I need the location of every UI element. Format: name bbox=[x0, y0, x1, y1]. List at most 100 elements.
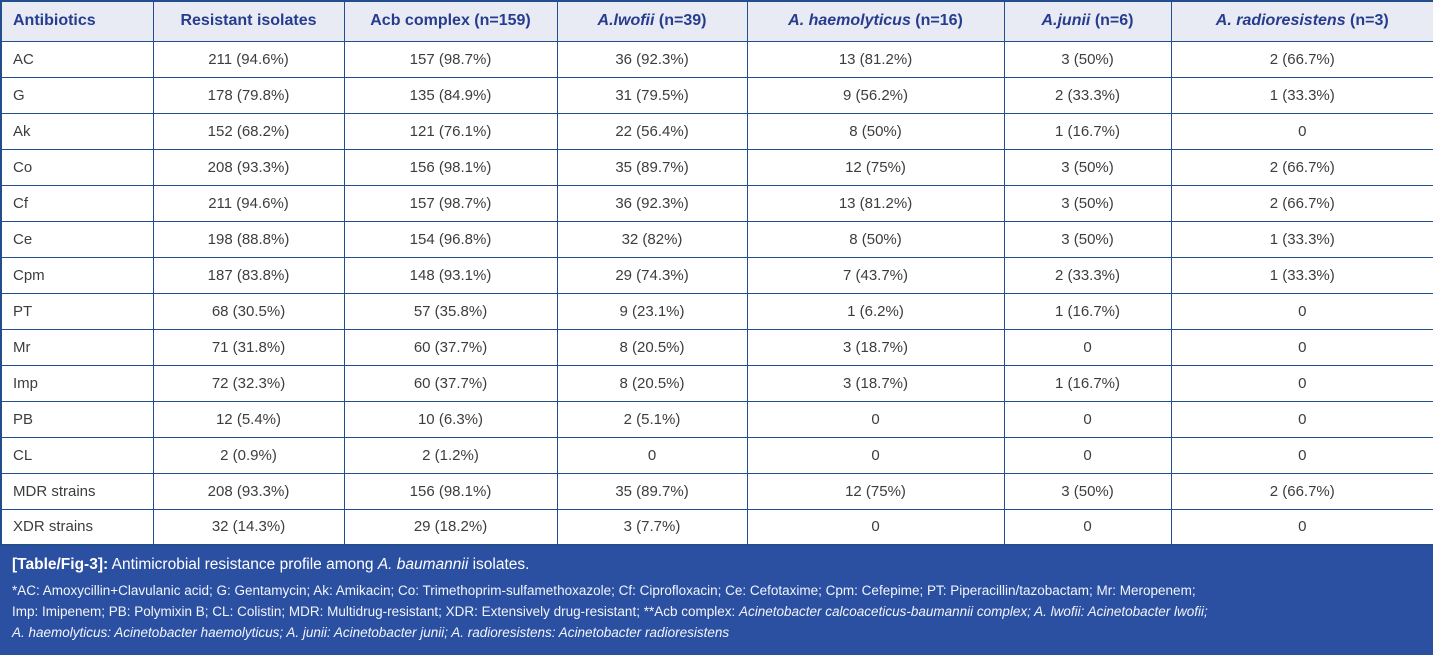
antibiotic-cell: PB bbox=[0, 400, 154, 438]
value-cell: 12 (75%) bbox=[746, 148, 1005, 186]
value-cell: 1 (16.7%) bbox=[1003, 112, 1172, 150]
footnote-line: Imp: Imipenem; PB: Polymixin B; CL: Coli… bbox=[12, 601, 1421, 622]
value-cell: 12 (5.4%) bbox=[152, 400, 345, 438]
value-cell: 7 (43.7%) bbox=[746, 256, 1005, 294]
value-cell: 32 (14.3%) bbox=[152, 508, 345, 546]
value-cell: 35 (89.7%) bbox=[556, 472, 748, 510]
value-cell: 1 (33.3%) bbox=[1170, 256, 1433, 294]
value-cell: 156 (98.1%) bbox=[343, 148, 558, 186]
antibiotic-cell: Cpm bbox=[0, 256, 154, 294]
value-cell: 1 (33.3%) bbox=[1170, 220, 1433, 258]
table-row: Ce 198 (88.8%) 154 (96.8%) 32 (82%) 8 (50%) 3… bbox=[0, 220, 1433, 258]
table-row: AC 211 (94.6%) 157 (98.7%) 36 (92.3%) 13 (81… bbox=[0, 40, 1433, 78]
value-cell: 60 (37.7%) bbox=[343, 328, 558, 366]
value-cell: 2 (33.3%) bbox=[1003, 76, 1172, 114]
value-cell: 22 (56.4%) bbox=[556, 112, 748, 150]
value-cell: 3 (50%) bbox=[1003, 220, 1172, 258]
value-cell: 0 bbox=[1170, 328, 1433, 366]
value-cell: 32 (82%) bbox=[556, 220, 748, 258]
value-cell: 2 (66.7%) bbox=[1170, 148, 1433, 186]
column-header-a-radioresistens: A. radioresistens (n=3) bbox=[1170, 0, 1433, 42]
value-cell: 0 bbox=[1003, 436, 1172, 474]
value-cell: 2 (33.3%) bbox=[1003, 256, 1172, 294]
value-cell: 2 (66.7%) bbox=[1170, 40, 1433, 78]
caption-species-italic: A. baumannii bbox=[377, 556, 469, 573]
value-cell: 8 (20.5%) bbox=[556, 328, 748, 366]
value-cell: 0 bbox=[1170, 364, 1433, 402]
table-row: Co 208 (93.3%) 156 (98.1%) 35 (89.7%) 12 (75… bbox=[0, 148, 1433, 186]
antibiotic-cell: G bbox=[0, 76, 154, 114]
value-cell: 0 bbox=[1170, 112, 1433, 150]
footnote-italic-segment: A. haemolyticus: Acinetobacter haemolyti… bbox=[12, 625, 730, 640]
antibiotic-cell: Cf bbox=[0, 184, 154, 222]
value-cell: 3 (50%) bbox=[1003, 472, 1172, 510]
table-row: XDR strains 32 (14.3%) 29 (18.2%) 3 (7.7%) 0… bbox=[0, 508, 1433, 546]
value-cell: 68 (30.5%) bbox=[152, 292, 345, 330]
antibiotic-cell: Ce bbox=[0, 220, 154, 258]
antibiotic-cell: XDR strains bbox=[0, 508, 154, 546]
value-cell: 211 (94.6%) bbox=[152, 40, 345, 78]
value-cell: 0 bbox=[1170, 508, 1433, 546]
value-cell: 8 (50%) bbox=[746, 112, 1005, 150]
value-cell: 9 (56.2%) bbox=[746, 76, 1005, 114]
value-cell: 31 (79.5%) bbox=[556, 76, 748, 114]
value-cell: 10 (6.3%) bbox=[343, 400, 558, 438]
value-cell: 12 (75%) bbox=[746, 472, 1005, 510]
value-cell: 29 (18.2%) bbox=[343, 508, 558, 546]
figure-caption: [Table/Fig-3]: Antimicrobial resistance … bbox=[12, 554, 1421, 575]
value-cell: 0 bbox=[1170, 400, 1433, 438]
table-body: AC 211 (94.6%) 157 (98.7%) 36 (92.3%) 13 (81… bbox=[0, 40, 1433, 546]
header-row: Antibiotics Resistant isolates Acb complex… bbox=[0, 0, 1433, 42]
value-cell: 135 (84.9%) bbox=[343, 76, 558, 114]
value-cell: 3 (18.7%) bbox=[746, 364, 1005, 402]
value-cell: 157 (98.7%) bbox=[343, 40, 558, 78]
column-header-acb-complex: Acb complex (n=159) bbox=[343, 0, 558, 42]
value-cell: 29 (74.3%) bbox=[556, 256, 748, 294]
value-cell: 0 bbox=[1003, 400, 1172, 438]
antibiotic-cell: Ak bbox=[0, 112, 154, 150]
caption-text: Antimicrobial resistance profile among bbox=[108, 556, 378, 573]
species-name: A. radioresistens bbox=[1215, 12, 1346, 30]
value-cell: 208 (93.3%) bbox=[152, 148, 345, 186]
value-cell: 211 (94.6%) bbox=[152, 184, 345, 222]
column-header-antibiotics: Antibiotics bbox=[0, 0, 154, 42]
caption-bar: [Table/Fig-3]: Antimicrobial resistance … bbox=[0, 546, 1433, 655]
value-cell: 0 bbox=[746, 436, 1005, 474]
resistance-table: Antibiotics Resistant isolates Acb complex… bbox=[0, 0, 1433, 546]
species-name: A. haemolyticus bbox=[788, 12, 911, 30]
value-cell: 198 (88.8%) bbox=[152, 220, 345, 258]
value-cell: 2 (66.7%) bbox=[1170, 472, 1433, 510]
antibiotic-cell: AC bbox=[0, 40, 154, 78]
value-cell: 60 (37.7%) bbox=[343, 364, 558, 402]
value-cell: 3 (50%) bbox=[1003, 184, 1172, 222]
table-row: Cpm 187 (83.8%) 148 (93.1%) 29 (74.3%) 7 (43… bbox=[0, 256, 1433, 294]
value-cell: 71 (31.8%) bbox=[152, 328, 345, 366]
species-name: A.junii bbox=[1041, 12, 1091, 30]
value-cell: 121 (76.1%) bbox=[343, 112, 558, 150]
value-cell: 72 (32.3%) bbox=[152, 364, 345, 402]
value-cell: 0 bbox=[746, 400, 1005, 438]
value-cell: 13 (81.2%) bbox=[746, 40, 1005, 78]
antibiotic-cell: Imp bbox=[0, 364, 154, 402]
footnote-line: A. haemolyticus: Acinetobacter haemolyti… bbox=[12, 622, 1421, 643]
antibiotic-cell: Mr bbox=[0, 328, 154, 366]
value-cell: 2 (0.9%) bbox=[152, 436, 345, 474]
value-cell: 3 (7.7%) bbox=[556, 508, 748, 546]
table-row: Cf 211 (94.6%) 157 (98.7%) 36 (92.3%) 13 (81… bbox=[0, 184, 1433, 222]
column-header-resistant-isolates: Resistant isolates bbox=[152, 0, 345, 42]
footnote-segment: *AC: Amoxycillin+Clavulanic acid; G: Gen… bbox=[12, 583, 1196, 598]
value-cell: 1 (6.2%) bbox=[746, 292, 1005, 330]
footnotes: *AC: Amoxycillin+Clavulanic acid; G: Gen… bbox=[12, 580, 1421, 643]
value-cell: 0 bbox=[556, 436, 748, 474]
species-name: A.lwofii bbox=[597, 12, 655, 30]
value-cell: 154 (96.8%) bbox=[343, 220, 558, 258]
value-cell: 3 (50%) bbox=[1003, 40, 1172, 78]
value-cell: 35 (89.7%) bbox=[556, 148, 748, 186]
value-cell: 3 (50%) bbox=[1003, 148, 1172, 186]
footnote-segment: Imp: Imipenem; PB: Polymixin B; CL: Coli… bbox=[12, 604, 739, 619]
value-cell: 0 bbox=[1003, 508, 1172, 546]
value-cell: 208 (93.3%) bbox=[152, 472, 345, 510]
table-row: Mr 71 (31.8%) 60 (37.7%) 8 (20.5%) 3 (18.7%)… bbox=[0, 328, 1433, 366]
table-row: G 178 (79.8%) 135 (84.9%) 31 (79.5%) 9 (56.2… bbox=[0, 76, 1433, 114]
